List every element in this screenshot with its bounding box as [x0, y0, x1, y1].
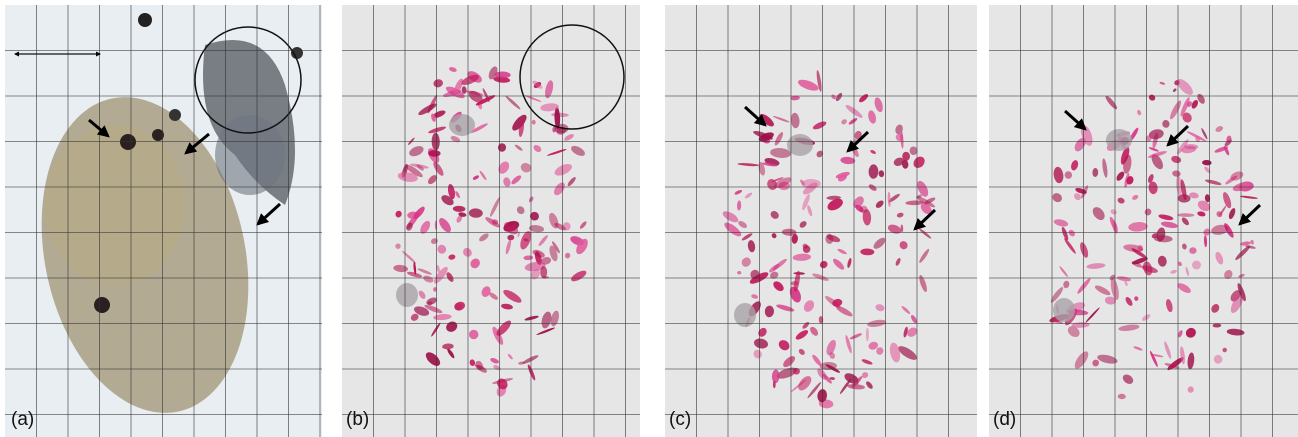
panel-d: (d)	[989, 5, 1298, 437]
dot	[138, 13, 152, 27]
stain	[866, 328, 869, 341]
grey-particle	[1106, 129, 1132, 151]
panel-label: (b)	[346, 409, 369, 430]
panel-label: (a)	[11, 409, 34, 430]
panel-b: (b)	[342, 5, 640, 437]
panel-a: (a)	[5, 5, 322, 437]
panel-label: (d)	[993, 409, 1016, 430]
grey-particle	[396, 283, 418, 307]
stain	[1192, 261, 1201, 270]
grey-particle	[449, 114, 475, 136]
background	[989, 5, 1298, 437]
dot	[94, 297, 110, 313]
grey-particle	[1053, 298, 1075, 322]
panel-label: (c)	[669, 409, 691, 430]
stain	[773, 381, 776, 389]
dot	[169, 109, 181, 121]
figure: (a) (b) (c) (d) (() => { const data = JS…	[0, 0, 1298, 437]
panel-c: (c)	[665, 5, 977, 437]
dot	[120, 134, 136, 150]
tissue	[45, 125, 185, 285]
